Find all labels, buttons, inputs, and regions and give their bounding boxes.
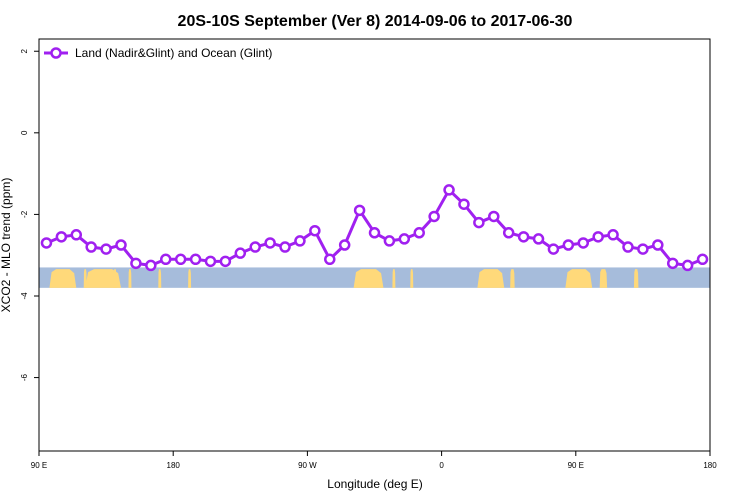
- data-point: [443, 184, 455, 196]
- land-mass: [510, 269, 515, 288]
- data-point: [40, 237, 53, 249]
- data-point: [428, 210, 440, 223]
- data-point: [398, 233, 411, 245]
- map-strip: [39, 267, 710, 288]
- data-point: [517, 231, 530, 243]
- land-mass: [128, 269, 132, 288]
- data-point: [234, 247, 247, 259]
- data-point: [368, 227, 381, 239]
- x-axis: 90 E 180 90 W 0 90 E 180: [31, 451, 717, 470]
- x-tick-label: 90 W: [298, 461, 317, 470]
- legend-marker: [50, 47, 62, 59]
- data-point: [562, 239, 575, 251]
- data-point: [324, 253, 336, 266]
- data-point: [204, 255, 217, 268]
- x-tick-label: 90 E: [568, 461, 584, 470]
- land-mass: [188, 269, 192, 288]
- legend-label: Land (Nadir&Glint) and Ocean (Glint): [75, 46, 272, 60]
- land-mass: [49, 269, 77, 288]
- data-point: [249, 241, 261, 253]
- data-point: [115, 239, 127, 251]
- land-mass: [85, 269, 122, 288]
- data-point: [55, 231, 68, 243]
- data-point: [383, 235, 396, 247]
- data-point: [488, 210, 500, 223]
- data-point: [577, 237, 590, 249]
- land-mass: [113, 269, 117, 288]
- data-point: [458, 198, 470, 210]
- data-point: [607, 229, 619, 241]
- data-point: [502, 227, 515, 239]
- data-point: [532, 233, 545, 245]
- legend: Land (Nadir&Glint) and Ocean (Glint): [44, 46, 272, 60]
- land-mass: [158, 269, 162, 288]
- data-point: [592, 231, 604, 243]
- y-axis: 2 0 -2 -4 -6: [20, 48, 39, 381]
- land-mass: [633, 269, 639, 288]
- data-point: [70, 229, 83, 241]
- data-point: [696, 253, 709, 266]
- data-point: [338, 239, 351, 251]
- data-point: [174, 253, 187, 266]
- land-mass: [410, 269, 414, 288]
- data-point: [279, 241, 291, 253]
- land-mass: [392, 269, 396, 288]
- x-tick-label: 180: [703, 461, 717, 470]
- data-point: [637, 243, 649, 255]
- data-point: [100, 243, 112, 255]
- data-point: [85, 241, 97, 253]
- data-point: [219, 255, 232, 268]
- data-point: [145, 259, 157, 272]
- data-point: [681, 259, 694, 272]
- y-tick-label: -2: [20, 210, 29, 218]
- land-mass: [477, 269, 505, 288]
- data-point: [130, 257, 142, 270]
- data-point: [473, 216, 485, 229]
- data-point: [309, 224, 321, 237]
- data-point: [353, 204, 366, 217]
- data-point: [547, 243, 560, 255]
- x-axis-label: Longitude (deg E): [327, 477, 422, 491]
- data-point: [413, 227, 425, 239]
- y-tick-label: 0: [20, 130, 29, 135]
- series-layer: [40, 184, 709, 272]
- land-mass: [353, 269, 384, 288]
- data-point: [264, 237, 276, 249]
- x-tick-label: 90 E: [31, 461, 47, 470]
- y-tick-label: -6: [20, 373, 29, 381]
- data-point: [294, 235, 306, 247]
- x-tick-label: 0: [439, 461, 444, 470]
- land-mass: [83, 269, 87, 288]
- data-point: [652, 239, 664, 251]
- y-axis-label: XCO2 - MLO trend (ppm): [0, 178, 13, 313]
- y-tick-label: 2: [20, 48, 29, 53]
- plot-frame: [38, 38, 711, 452]
- chart-title: 20S-10S September (Ver 8) 2014-09-06 to …: [178, 13, 573, 30]
- data-point: [159, 253, 172, 266]
- data-point: [666, 257, 679, 270]
- data-point: [189, 253, 202, 266]
- x-tick-label: 180: [167, 461, 181, 470]
- land-mass: [599, 269, 608, 288]
- data-point: [622, 241, 634, 253]
- land-mass: [565, 269, 593, 288]
- y-tick-label: -4: [20, 292, 29, 300]
